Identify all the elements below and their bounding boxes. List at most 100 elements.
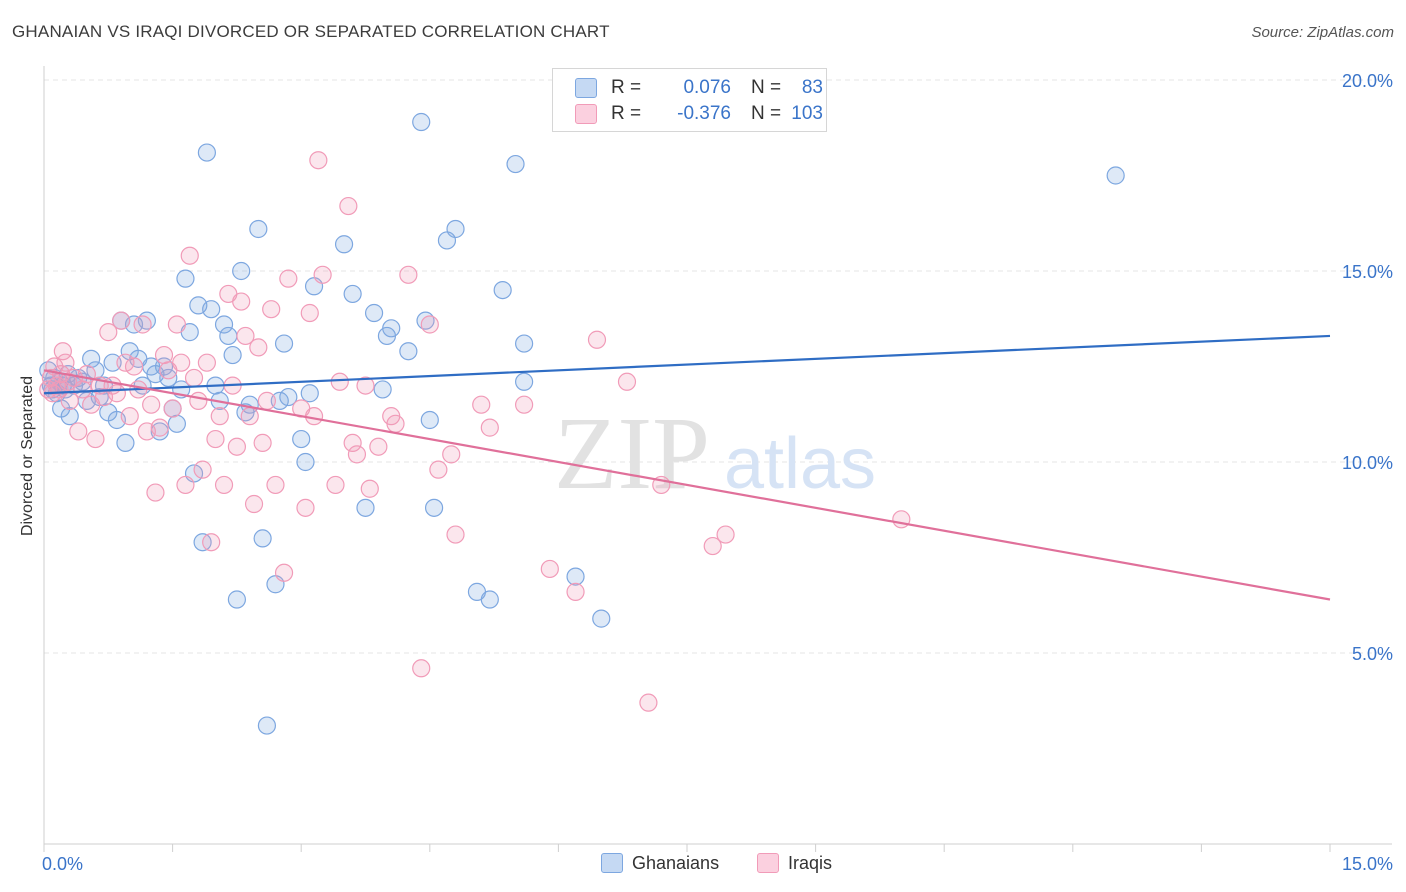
- point-iraqis: [99, 323, 118, 342]
- point-ghanaians: [232, 261, 251, 281]
- point-iraqis: [163, 399, 182, 418]
- point-iraqis: [266, 475, 285, 495]
- point-iraqis: [386, 414, 405, 433]
- point-iraqis: [257, 391, 277, 410]
- chart-source: Source: ZipAtlas.com: [1251, 24, 1394, 41]
- legend-r-label: R =: [611, 103, 642, 124]
- point-iraqis: [412, 659, 431, 678]
- point-iraqis: [184, 368, 204, 388]
- point-iraqis: [330, 372, 349, 391]
- point-iraqis: [429, 460, 448, 479]
- point-ghanaians: [364, 303, 384, 323]
- legend-n-label: N =: [751, 77, 782, 98]
- watermark-zip: ZIP: [554, 396, 710, 511]
- point-iraqis: [214, 475, 234, 495]
- point-iraqis: [587, 330, 607, 349]
- point-iraqis: [232, 292, 251, 311]
- point-iraqis: [86, 429, 105, 449]
- point-ghanaians: [176, 269, 195, 288]
- trend-line-iraqis: [43, 369, 1331, 601]
- point-iraqis: [56, 353, 75, 372]
- point-iraqis: [142, 395, 161, 414]
- y-tick-label: 5.0%: [1352, 644, 1393, 664]
- point-iraqis: [197, 353, 216, 372]
- point-iraqis: [262, 300, 281, 319]
- point-ghanaians: [60, 407, 79, 426]
- point-iraqis: [296, 498, 315, 517]
- legend-n-value: 103: [791, 103, 823, 124]
- point-iraqis: [249, 338, 268, 357]
- point-iraqis: [399, 265, 418, 284]
- point-ghanaians: [1106, 166, 1125, 185]
- point-iraqis: [446, 525, 465, 544]
- point-ghanaians: [334, 235, 354, 254]
- bottom-legend-swatch-ghanaians: [601, 853, 623, 873]
- point-iraqis: [69, 422, 88, 441]
- point-iraqis: [193, 460, 212, 479]
- tick-labels: 5.0% 10.0% 15.0% 20.0% 0.0% 15.0%: [42, 71, 1393, 874]
- point-ghanaians: [515, 334, 534, 353]
- point-iraqis: [356, 376, 375, 395]
- point-iraqis: [120, 407, 139, 426]
- point-iraqis: [360, 479, 379, 498]
- point-ghanaians: [197, 143, 216, 162]
- y-tick-label: 10.0%: [1342, 453, 1393, 473]
- point-ghanaians: [150, 422, 169, 441]
- point-iraqis: [150, 418, 169, 437]
- legend-r-value: 0.076: [683, 77, 731, 98]
- correlation-legend: R = 0.076 N = 83 R = -0.376 N = 103: [552, 68, 827, 132]
- point-iraqis: [172, 353, 191, 372]
- point-iraqis: [53, 342, 72, 361]
- point-ghanaians: [356, 498, 375, 517]
- point-iraqis: [339, 196, 358, 216]
- point-iraqis: [442, 445, 461, 464]
- point-ghanaians: [506, 154, 525, 174]
- point-iraqis: [206, 429, 225, 449]
- point-iraqis: [515, 395, 534, 414]
- point-iraqis: [639, 693, 658, 712]
- point-ghanaians: [219, 326, 238, 346]
- point-ghanaians: [103, 353, 122, 372]
- point-ghanaians: [202, 300, 221, 319]
- point-ghanaians: [412, 112, 431, 132]
- point-ghanaians: [446, 219, 465, 239]
- point-iraqis: [124, 357, 144, 376]
- point-iraqis: [716, 525, 735, 544]
- bottom-legend-label-ghanaians: Ghanaians: [632, 853, 720, 873]
- legend-r-value: -0.376: [677, 103, 731, 124]
- legend-n-label: N =: [751, 103, 782, 124]
- point-iraqis: [480, 418, 499, 437]
- bottom-legend-label-iraqis: Iraqis: [788, 853, 833, 873]
- point-ghanaians: [279, 387, 298, 407]
- bottom-legend-swatch-iraqis: [757, 853, 779, 873]
- point-ghanaians: [116, 433, 135, 452]
- point-ghanaians: [566, 567, 585, 586]
- point-iraqis: [180, 246, 199, 265]
- point-iraqis: [146, 483, 165, 502]
- point-ghanaians: [223, 345, 242, 365]
- point-ghanaians: [270, 391, 289, 410]
- point-ghanaians: [296, 452, 315, 472]
- point-iraqis: [617, 372, 637, 391]
- chart-title: GHANAIAN VS IRAQI DIVORCED OR SEPARATED …: [12, 22, 610, 41]
- point-ghanaians: [214, 315, 234, 334]
- point-ghanaians: [592, 609, 611, 628]
- point-ghanaians: [343, 284, 362, 304]
- point-iraqis: [566, 582, 585, 601]
- point-iraqis: [300, 303, 319, 323]
- point-iraqis: [116, 353, 135, 372]
- point-iraqis: [154, 345, 174, 365]
- point-iraqis: [279, 269, 298, 288]
- point-ghanaians: [515, 372, 534, 391]
- legend-r-label: R =: [611, 77, 642, 98]
- point-iraqis: [107, 384, 126, 403]
- y-tick-label: 20.0%: [1342, 71, 1393, 91]
- point-iraqis: [326, 475, 345, 495]
- legend-n-value: 83: [801, 77, 823, 98]
- point-iraqis: [347, 445, 367, 464]
- point-ghanaians: [167, 414, 186, 433]
- point-iraqis: [304, 407, 324, 426]
- point-ghanaians: [274, 334, 294, 353]
- point-ghanaians: [159, 368, 178, 388]
- grid-lines: [44, 79, 1392, 654]
